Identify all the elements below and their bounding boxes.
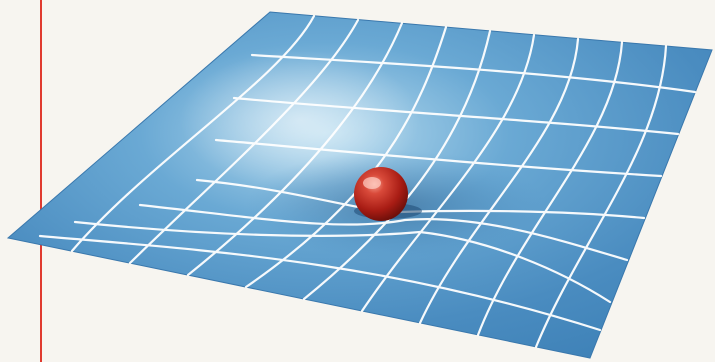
grid-lines bbox=[38, 14, 697, 349]
sphere-highlight bbox=[363, 177, 381, 189]
red-margin-line bbox=[40, 0, 42, 362]
red-sphere bbox=[354, 167, 408, 221]
